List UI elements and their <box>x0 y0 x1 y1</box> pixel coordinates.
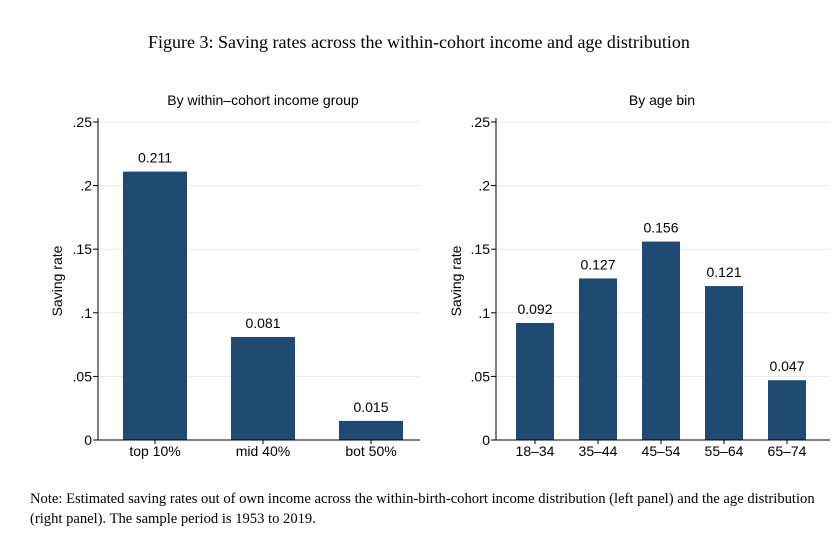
x-tick-label: top 10% <box>129 443 180 459</box>
y-tick-label: .15 <box>471 241 491 257</box>
x-tick-label: mid 40% <box>236 443 290 459</box>
bar <box>516 322 554 440</box>
y-axis-label: Saving rate <box>448 245 464 316</box>
y-tick-label: .1 <box>478 305 490 321</box>
bar-value-label: 0.047 <box>769 358 804 374</box>
y-tick-label: .15 <box>73 241 93 257</box>
y-tick-label: .05 <box>73 368 93 384</box>
x-tick-label: 55–64 <box>705 443 744 459</box>
x-tick-label: 45–54 <box>642 443 681 459</box>
figure-title: Figure 3: Saving rates across the within… <box>148 32 690 52</box>
bar <box>123 171 187 440</box>
bar-value-label: 0.121 <box>706 264 741 280</box>
y-tick-label: .2 <box>478 178 490 194</box>
y-tick-label: 0 <box>84 432 92 448</box>
bar <box>642 241 680 440</box>
bar <box>339 420 403 440</box>
y-tick-label: .25 <box>471 114 491 130</box>
bar-value-label: 0.081 <box>245 315 280 331</box>
figure-note: Note: Estimated saving rates out of own … <box>30 491 815 527</box>
y-tick-label: .05 <box>471 368 491 384</box>
y-tick-label: .2 <box>80 178 92 194</box>
bar <box>579 278 617 440</box>
x-tick-label: bot 50% <box>345 443 396 459</box>
y-axis-label: Saving rate <box>49 245 65 316</box>
bar <box>231 336 295 440</box>
y-tick-label: .25 <box>73 114 93 130</box>
panel-title: By within–cohort income group <box>167 92 359 108</box>
bar-value-label: 0.211 <box>138 150 172 166</box>
panel-title: By age bin <box>629 92 695 108</box>
y-tick-label: .1 <box>80 305 92 321</box>
age-bin-panel: By age bin 0 .05 .1 .15 .2 .25 Saving rate 0.092… <box>448 92 830 459</box>
bar-value-label: 0.015 <box>353 399 388 415</box>
x-tick-label: 35–44 <box>579 443 618 459</box>
bar-value-label: 0.092 <box>517 301 552 317</box>
bar <box>768 380 806 440</box>
x-tick-label: 65–74 <box>768 443 807 459</box>
x-tick-label: 18–34 <box>516 443 555 459</box>
bar-value-label: 0.156 <box>643 220 678 236</box>
income-group-panel: By within–cohort income group 0 .05 .1 .15 .2… <box>49 92 420 459</box>
bar <box>705 286 743 440</box>
y-tick-label: 0 <box>482 432 490 448</box>
bar-value-label: 0.127 <box>580 256 615 272</box>
